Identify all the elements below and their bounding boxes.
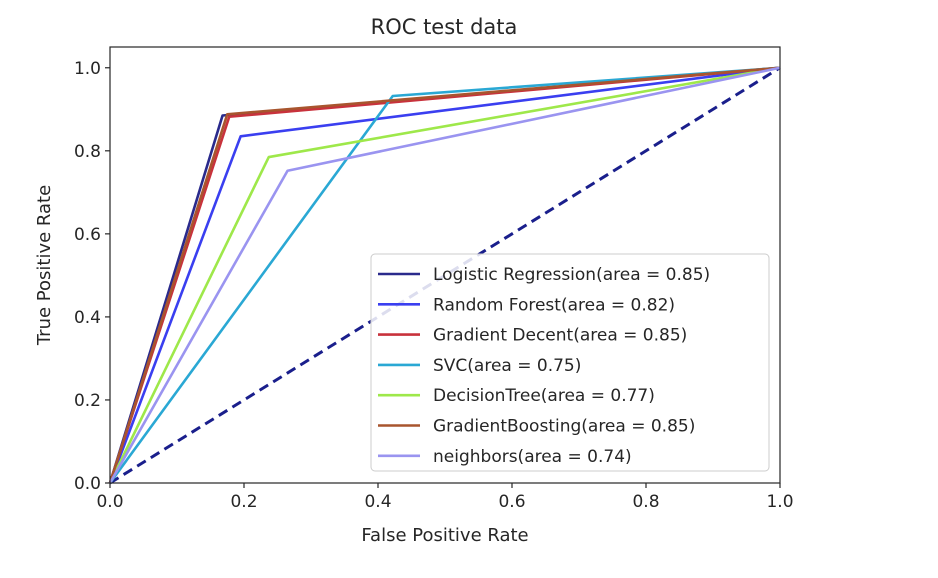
y-tick-label: 0.8 [74, 142, 101, 162]
legend-label: Random Forest(area = 0.82) [433, 295, 675, 315]
x-axis-ticks: 0.0 0.2 0.4 0.6 0.8 1.0 [96, 483, 794, 512]
series-line-4 [108, 66, 781, 484]
series-line-6 [108, 66, 781, 484]
legend-label: Gradient Decent(area = 0.85) [433, 326, 687, 346]
y-tick-label: 0.4 [74, 308, 101, 328]
legend-item: Gradient Decent(area = 0.85) [378, 326, 687, 346]
legend-label: DecisionTree(area = 0.77) [433, 386, 655, 406]
x-tick-label: 0.0 [96, 492, 123, 512]
legend-label: GradientBoosting(area = 0.85) [433, 417, 695, 437]
x-tick-label: 0.8 [632, 492, 659, 512]
x-axis-label: False Positive Rate [361, 525, 528, 546]
legend-box [370, 253, 770, 472]
legend-item: GradientBoosting(area = 0.85) [378, 417, 695, 437]
legend-items: Logistic Regression(area = 0.85) Random F… [378, 265, 710, 467]
legend-item: DecisionTree(area = 0.77) [378, 386, 655, 406]
x-tick-label: 0.4 [364, 492, 391, 512]
chart-title: ROC test data [371, 15, 518, 39]
legend-item: neighbors(area = 0.74) [378, 447, 632, 467]
legend-item: Random Forest(area = 0.82) [378, 295, 675, 315]
legend-item: SVC(area = 0.75) [378, 356, 581, 376]
legend: Logistic Regression(area = 0.85) Random F… [370, 253, 770, 472]
x-tick-label: 0.2 [230, 492, 257, 512]
legend-label: SVC(area = 0.75) [433, 356, 581, 376]
plot-frame [109, 46, 781, 484]
y-tick-label: 0.2 [74, 391, 101, 411]
reference-diagonal-line [109, 66, 781, 485]
legend-label: Logistic Regression(area = 0.85) [433, 265, 710, 285]
y-axis-ticks: 0.0 0.2 0.4 0.6 0.8 1.0 [74, 59, 110, 494]
series-line-5 [108, 66, 781, 484]
y-tick-label: 1.0 [74, 59, 101, 79]
legend-label: neighbors(area = 0.74) [433, 447, 632, 467]
y-axis-label: True Positive Rate [34, 185, 55, 346]
y-tick-label: 0.6 [74, 225, 101, 245]
x-tick-label: 1.0 [766, 492, 793, 512]
y-tick-label: 0.0 [74, 474, 101, 494]
series-line-3 [108, 66, 781, 484]
plot-lines [108, 66, 781, 485]
x-tick-label: 0.6 [498, 492, 525, 512]
legend-item: Logistic Regression(area = 0.85) [378, 265, 710, 285]
series-line-1 [108, 66, 781, 484]
